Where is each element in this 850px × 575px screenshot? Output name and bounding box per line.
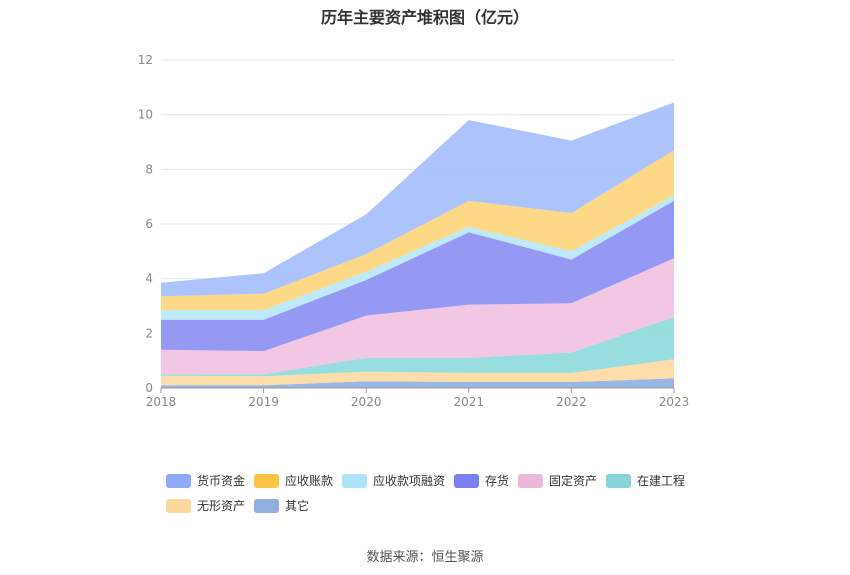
y-tick-label: 8 [145,162,153,176]
legend-swatch [166,473,191,488]
legend-swatch [254,473,279,488]
legend-label: 在建工程 [637,474,686,488]
legend-label: 应收账款 [285,474,334,488]
area-在建工程 [161,316,674,377]
legend-item-应收账款[interactable]: 应收账款 [254,472,333,489]
x-tick-label: 2019 [248,395,279,409]
legend-swatch [606,473,631,488]
data-source: 数据来源：恒生聚源 [366,550,484,565]
y-tick-label: 12 [138,53,153,67]
area-应收账款 [161,150,674,311]
area-应收款项融资 [161,195,674,320]
legend-label: 无形资产 [197,499,246,513]
legend-item-在建工程[interactable]: 在建工程 [606,472,685,489]
legend-swatch [166,498,191,513]
legend-item-固定资产[interactable]: 固定资产 [518,472,597,489]
y-tick-label: 0 [145,381,153,395]
x-tick-label: 2020 [351,395,382,409]
x-tick-label: 2022 [556,395,587,409]
legend-label: 货币资金 [197,474,246,488]
area-无形资产 [161,359,674,386]
legend-item-无形资产[interactable]: 无形资产 [166,497,245,514]
area-货币资金 [161,102,674,297]
legend-label: 存货 [485,474,510,488]
legend-item-应收款项融资[interactable]: 应收款项融资 [342,472,445,489]
x-tick-label: 2018 [146,395,177,409]
y-tick-label: 10 [138,108,153,122]
y-tick-label: 2 [145,326,153,340]
legend-item-其它[interactable]: 其它 [254,497,309,514]
legend-swatch [518,473,543,488]
y-tick-label: 4 [145,272,153,286]
legend-item-货币资金[interactable]: 货币资金 [166,472,245,489]
x-tick-label: 2021 [454,395,485,409]
legend-label: 应收款项融资 [373,474,446,488]
x-tick-label: 2023 [659,395,690,409]
legend-item-存货[interactable]: 存货 [454,472,509,489]
stacked-area-chart: 0 2 4 6 8 10 12 2018 2019 2020 2021 2022 2023 [138,53,690,409]
legend-label: 固定资产 [549,474,598,488]
y-tick-label: 6 [145,217,153,231]
legend-label: 其它 [285,499,310,513]
legend-swatch [454,473,479,488]
area-其它 [161,378,674,388]
chart-title: 历年主要资产堆积图（亿元） [320,8,529,27]
area-固定资产 [161,258,674,375]
area-存货 [161,200,674,352]
legend-swatch [342,473,367,488]
legend-swatch [254,498,279,513]
